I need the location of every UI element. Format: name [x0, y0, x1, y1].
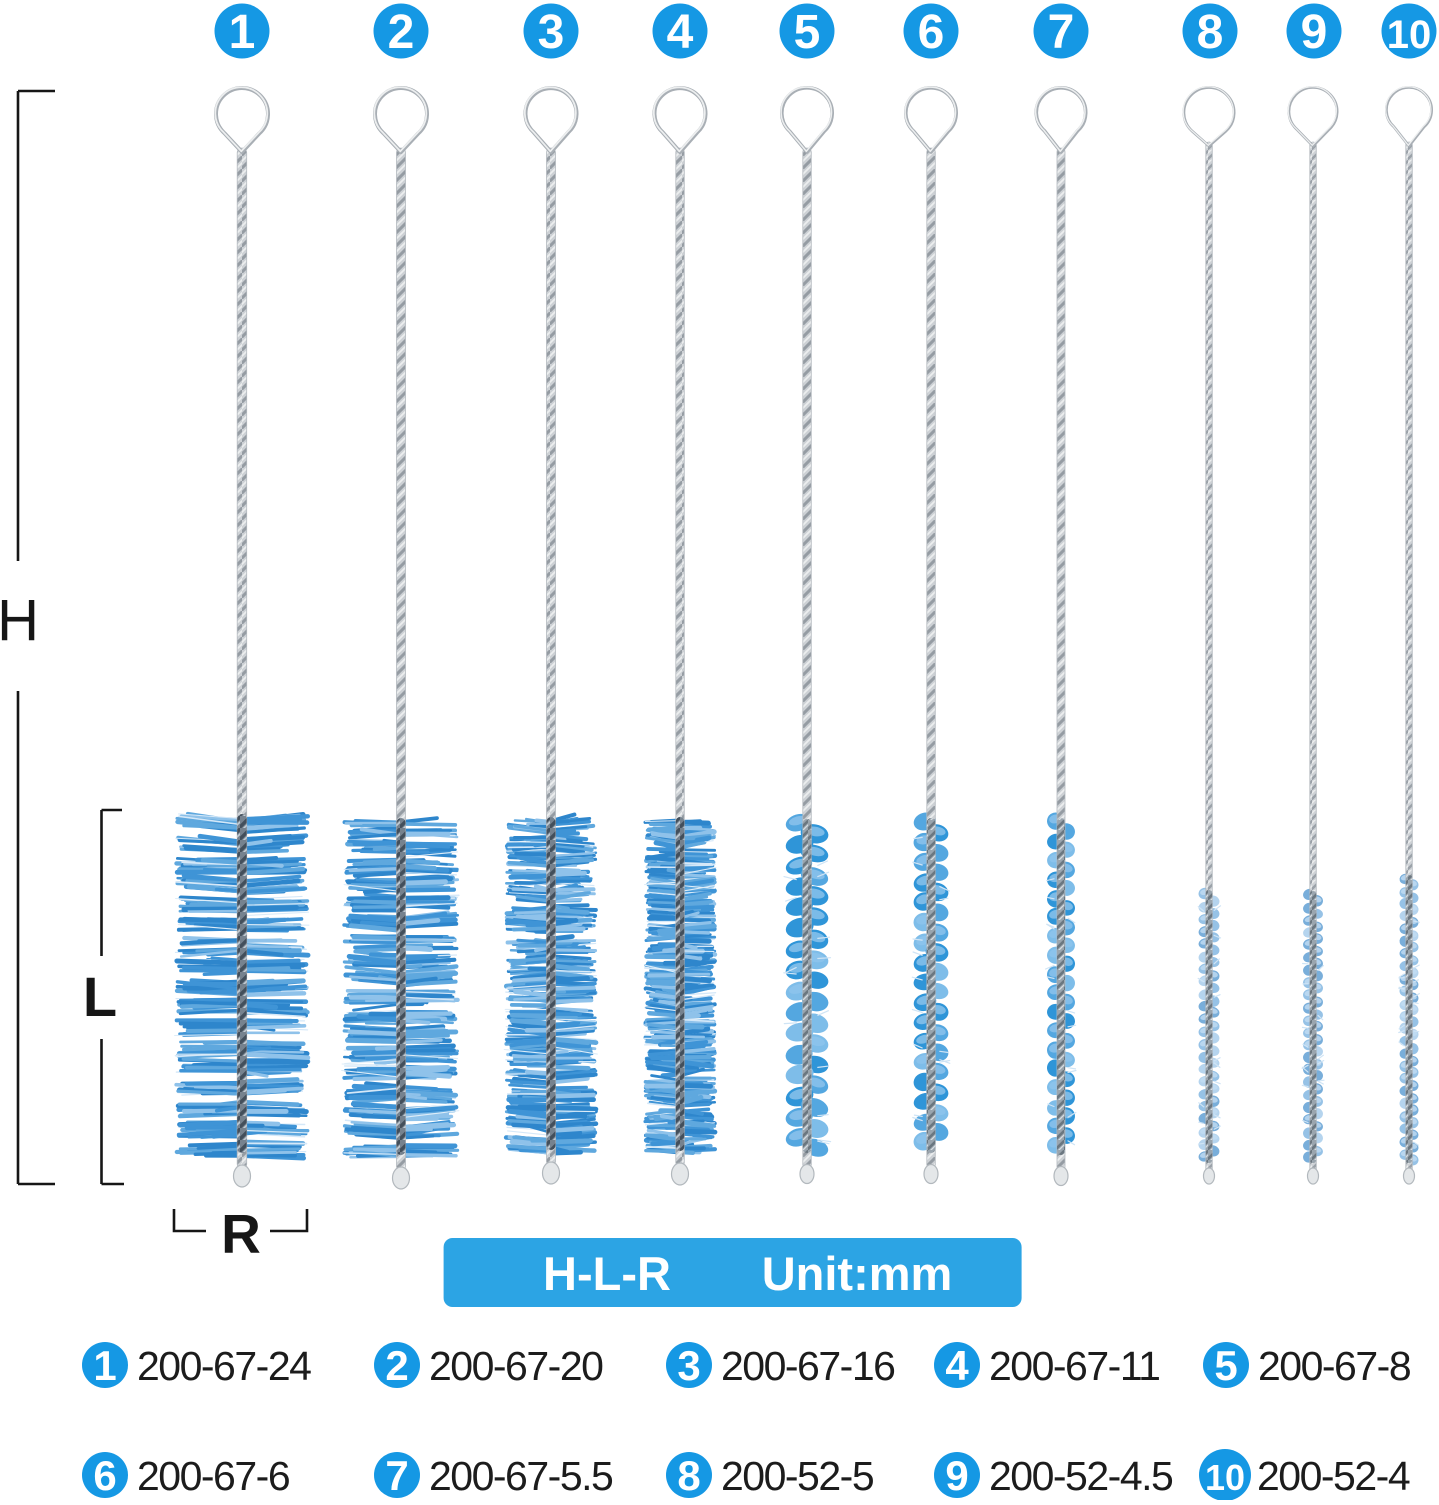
svg-text:1: 1: [229, 6, 256, 59]
svg-text:3: 3: [538, 6, 565, 59]
svg-text:5: 5: [794, 6, 821, 59]
svg-text:L: L: [83, 965, 117, 1028]
svg-text:7: 7: [385, 1452, 408, 1499]
svg-text:200-52-4: 200-52-4: [1257, 1453, 1410, 1499]
svg-text:6: 6: [918, 6, 945, 59]
svg-text:200-67-24: 200-67-24: [137, 1343, 311, 1389]
svg-text:2: 2: [385, 1342, 408, 1389]
svg-text:9: 9: [945, 1452, 968, 1499]
svg-text:3: 3: [677, 1342, 700, 1389]
svg-text:4: 4: [667, 6, 694, 59]
svg-text:2: 2: [388, 6, 415, 59]
svg-text:1: 1: [93, 1342, 116, 1389]
svg-text:R: R: [221, 1203, 261, 1265]
svg-text:H: H: [0, 588, 39, 653]
svg-text:200-67-20: 200-67-20: [429, 1343, 603, 1389]
svg-text:200-67-5.5: 200-67-5.5: [429, 1453, 613, 1499]
svg-text:4: 4: [945, 1342, 969, 1389]
svg-text:200-67-8: 200-67-8: [1258, 1343, 1411, 1389]
svg-text:7: 7: [1048, 6, 1075, 59]
svg-text:8: 8: [1197, 6, 1224, 59]
svg-text:200-67-11: 200-67-11: [989, 1343, 1159, 1389]
svg-text:200-67-6: 200-67-6: [137, 1453, 289, 1499]
svg-text:H-L-R: H-L-R: [543, 1247, 671, 1300]
svg-text:9: 9: [1301, 6, 1328, 59]
svg-text:8: 8: [677, 1452, 700, 1499]
svg-text:200-52-4.5: 200-52-4.5: [989, 1453, 1173, 1499]
svg-text:5: 5: [1214, 1342, 1237, 1389]
svg-text:Unit:mm: Unit:mm: [762, 1247, 953, 1300]
svg-text:10: 10: [1387, 13, 1432, 57]
svg-text:200-52-5: 200-52-5: [721, 1453, 874, 1499]
svg-text:10: 10: [1205, 1457, 1245, 1498]
svg-text:200-67-16: 200-67-16: [721, 1343, 894, 1389]
svg-text:6: 6: [93, 1452, 116, 1499]
